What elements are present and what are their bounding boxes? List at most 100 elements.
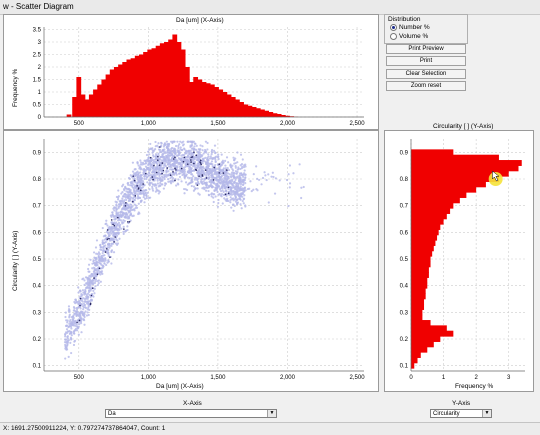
scatter-point bbox=[299, 163, 301, 165]
scatter-point bbox=[187, 171, 189, 173]
scatter-point bbox=[154, 176, 156, 178]
scatter-point bbox=[132, 175, 134, 177]
scatter-point bbox=[126, 217, 128, 219]
radio-volume[interactable]: Volume % bbox=[390, 33, 428, 40]
scatter-point bbox=[90, 304, 92, 306]
scatter-point bbox=[225, 194, 227, 196]
scatter-point bbox=[244, 164, 246, 166]
scatter-point bbox=[211, 192, 213, 194]
scatter-point bbox=[158, 175, 160, 177]
scatter-point bbox=[115, 238, 117, 240]
scatter-point bbox=[117, 215, 119, 217]
scatter-point bbox=[170, 141, 172, 143]
scatter-point bbox=[177, 147, 179, 149]
scatter-point bbox=[131, 192, 133, 194]
radio-volume-dot[interactable] bbox=[390, 33, 397, 40]
scatter-point bbox=[181, 168, 183, 170]
histogram-bar bbox=[411, 357, 418, 363]
scatter-point bbox=[201, 145, 203, 147]
scatter-point bbox=[110, 216, 112, 218]
zoom-reset-button[interactable]: Zoom reset bbox=[386, 81, 466, 91]
scatter-point bbox=[153, 165, 155, 167]
scatter-point bbox=[94, 264, 96, 266]
print-button[interactable]: Print bbox=[386, 56, 466, 66]
scatter-point bbox=[93, 292, 95, 294]
scatter-point bbox=[206, 161, 208, 163]
scatter-point bbox=[172, 171, 174, 173]
chevron-down-icon[interactable]: ▼ bbox=[482, 410, 491, 417]
scatter-point bbox=[244, 205, 246, 207]
histogram-bar bbox=[89, 95, 94, 118]
scatter-point bbox=[148, 172, 150, 174]
scatter-point bbox=[195, 169, 197, 171]
scatter-point bbox=[141, 187, 143, 189]
scatter-point bbox=[175, 169, 177, 171]
scatter-point bbox=[152, 179, 154, 181]
scatter-point bbox=[107, 249, 109, 251]
scatter-point bbox=[103, 262, 105, 264]
histogram-bar bbox=[114, 67, 119, 117]
scatter-point bbox=[221, 154, 223, 156]
radio-number[interactable]: Number % bbox=[390, 24, 430, 31]
scatter-point bbox=[167, 181, 169, 183]
scatter-point bbox=[134, 178, 136, 180]
scatter-point bbox=[176, 141, 178, 143]
scatter-point bbox=[117, 189, 119, 191]
scatter-point bbox=[111, 243, 113, 245]
scatter-point bbox=[132, 198, 134, 200]
scatter-point bbox=[149, 143, 151, 145]
scatter-point bbox=[152, 162, 154, 164]
scatter-point bbox=[101, 273, 103, 275]
y-axis-select[interactable]: Circularity ▼ bbox=[430, 409, 492, 418]
scatter-point bbox=[121, 200, 123, 202]
scatter-point bbox=[289, 182, 291, 184]
scatter-point bbox=[136, 162, 138, 164]
radio-number-dot[interactable] bbox=[390, 24, 397, 31]
scatter-point bbox=[95, 246, 97, 248]
scatter-point bbox=[117, 207, 119, 209]
scatter-point bbox=[103, 260, 105, 262]
scatter-point bbox=[133, 215, 135, 217]
scatter-point bbox=[191, 177, 193, 179]
scatter-point bbox=[181, 149, 183, 151]
scatter-point bbox=[205, 190, 207, 192]
scatter-point bbox=[97, 280, 99, 282]
scatter-point bbox=[267, 173, 269, 175]
scatter-point bbox=[146, 181, 148, 183]
scatter-point bbox=[215, 156, 217, 158]
scatter-point bbox=[229, 199, 231, 201]
scatter-point bbox=[229, 189, 231, 191]
scatter-point bbox=[70, 327, 72, 329]
scatter-point bbox=[106, 224, 108, 226]
scatter-point bbox=[196, 179, 198, 181]
scatter-point bbox=[99, 248, 101, 250]
histogram-bar bbox=[411, 208, 450, 214]
scatter-point bbox=[182, 144, 184, 146]
scatter-point bbox=[177, 178, 179, 180]
scatter-point bbox=[109, 256, 111, 258]
scatter-point bbox=[183, 154, 185, 156]
scatter-point bbox=[207, 190, 209, 192]
scatter-point bbox=[118, 238, 120, 240]
scatter-point bbox=[287, 205, 289, 207]
x-axis-select[interactable]: Da ▼ bbox=[105, 409, 277, 418]
scatter-point bbox=[121, 214, 123, 216]
print-preview-button[interactable]: Print Preview bbox=[386, 44, 466, 54]
scatter-point bbox=[236, 151, 238, 153]
scatter-point bbox=[129, 190, 131, 192]
scatter-point bbox=[198, 169, 200, 171]
scatter-point bbox=[220, 194, 222, 196]
scatter-point bbox=[104, 223, 106, 225]
scatter-point bbox=[226, 169, 228, 171]
scatter-point bbox=[73, 312, 75, 314]
scatter-point bbox=[151, 186, 153, 188]
chevron-down-icon[interactable]: ▼ bbox=[267, 410, 276, 417]
scatter-point bbox=[170, 158, 172, 160]
scatter-point bbox=[74, 299, 76, 301]
scatter-point bbox=[207, 153, 209, 155]
clear-selection-button[interactable]: Clear Selection bbox=[386, 69, 466, 79]
scatter-point bbox=[232, 157, 234, 159]
